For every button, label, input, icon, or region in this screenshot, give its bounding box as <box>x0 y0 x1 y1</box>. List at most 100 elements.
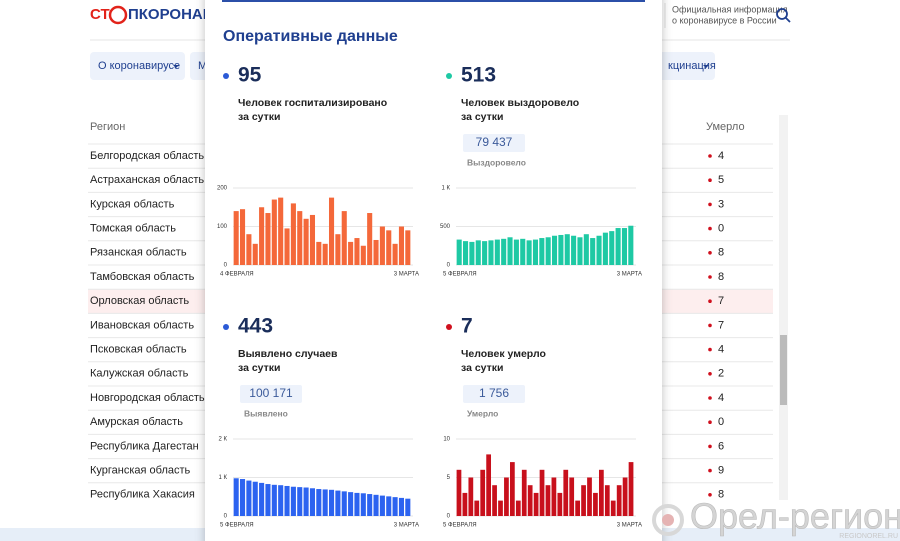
bar <box>259 207 265 265</box>
bar <box>284 228 290 265</box>
dot <box>708 396 712 400</box>
search-icon <box>785 17 791 23</box>
stat-number: 443 <box>238 315 273 338</box>
bar <box>475 240 481 265</box>
death-count: 8 <box>718 489 724 501</box>
nav-arrow <box>173 65 179 68</box>
bar <box>551 235 558 265</box>
x-tick-label: 5 ФЕВРАЛЯ <box>443 523 477 529</box>
search-icon[interactable] <box>776 8 788 20</box>
death-count: 4 <box>718 344 724 356</box>
bar <box>367 213 373 265</box>
y-tick-label: 10 <box>443 437 450 443</box>
bar <box>290 203 296 265</box>
bar <box>587 477 592 516</box>
nav-arrow <box>703 65 709 68</box>
scrollbar <box>779 115 788 500</box>
bar <box>309 214 316 265</box>
total-label: Выздоровело <box>467 157 526 167</box>
total-label: Умерло <box>467 408 498 418</box>
region-name: Ивановская область <box>90 319 194 331</box>
region-name: Республика Хакасия <box>90 489 195 501</box>
watermark-logo <box>662 514 674 526</box>
bar <box>462 241 469 265</box>
region-name: Орловская область <box>90 295 189 307</box>
bar <box>322 243 328 265</box>
nav-button[interactable] <box>90 52 185 80</box>
bar <box>348 241 354 265</box>
total-value: 1 756 <box>479 386 509 400</box>
region-name: Белгородская область <box>90 150 204 162</box>
bar <box>498 500 503 516</box>
bar <box>577 237 583 265</box>
bar <box>494 239 500 265</box>
bar <box>392 243 398 265</box>
stat-label: за сутки <box>238 362 281 374</box>
dot <box>708 226 712 231</box>
bar <box>583 234 589 265</box>
bar <box>590 238 596 265</box>
total-value: 100 171 <box>249 386 293 400</box>
dot <box>708 154 712 158</box>
bar <box>341 211 347 265</box>
bar <box>598 469 604 516</box>
x-tick-label: 3 МАРТА <box>617 523 642 529</box>
bar <box>233 478 239 516</box>
bar <box>563 469 569 516</box>
bar <box>392 497 398 516</box>
bar <box>628 462 634 516</box>
y-tick-label: 0 <box>447 514 451 520</box>
logo: СТ <box>90 6 110 23</box>
bar <box>504 477 509 516</box>
dot <box>708 347 712 352</box>
bar <box>265 213 271 265</box>
region-name: Новгородская область <box>90 392 205 404</box>
dot <box>708 202 712 207</box>
modal-top-bar <box>222 0 645 2</box>
bar <box>581 485 586 516</box>
bar <box>539 469 545 516</box>
bar <box>520 238 526 265</box>
bar <box>316 489 322 516</box>
bar <box>348 492 354 516</box>
dot <box>708 420 712 425</box>
death-count: 8 <box>718 271 724 283</box>
death-count: 5 <box>718 174 724 186</box>
bar <box>615 228 621 265</box>
x-tick-label: 3 МАРТА <box>617 272 642 278</box>
bar <box>278 485 284 516</box>
dot <box>223 73 229 79</box>
bar <box>482 241 488 265</box>
bar <box>328 489 335 516</box>
y-tick-label: 500 <box>440 224 451 230</box>
bar <box>398 226 405 265</box>
region-name: Амурская область <box>90 416 183 428</box>
x-tick-label: 3 МАРТА <box>394 523 419 529</box>
bar <box>539 238 545 265</box>
bar <box>609 231 615 265</box>
dot <box>446 324 452 330</box>
death-count: 0 <box>718 416 724 428</box>
bar <box>622 477 628 516</box>
nav-label: кцинация <box>668 60 716 72</box>
x-tick-label: 5 ФЕВРАЛЯ <box>443 272 477 278</box>
bar <box>575 500 581 516</box>
bar <box>480 469 486 516</box>
bar <box>373 239 379 265</box>
bar <box>515 500 521 516</box>
bar <box>303 218 309 265</box>
bar <box>513 239 519 265</box>
dot <box>446 73 452 79</box>
logo: ПКОРОНАВИ <box>128 6 224 23</box>
bar <box>328 197 335 265</box>
bar <box>379 226 385 265</box>
bar <box>492 485 497 516</box>
scrollbar-thumb[interactable] <box>780 335 787 405</box>
x-tick-label: 3 МАРТА <box>394 272 419 278</box>
stat-label: за сутки <box>461 362 504 374</box>
bar <box>271 199 277 265</box>
bar <box>233 211 239 265</box>
total-box <box>240 385 302 403</box>
bar <box>462 492 468 516</box>
